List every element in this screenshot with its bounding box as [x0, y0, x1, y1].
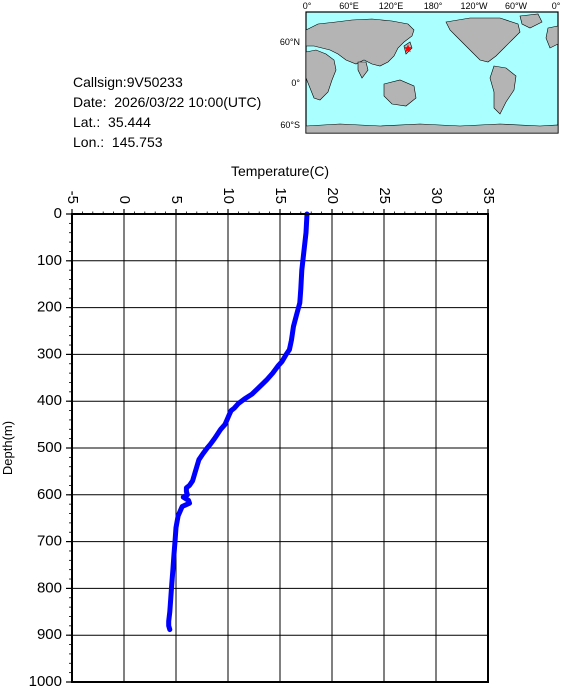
x-tick-labels: -5 0 5 10 15 20 25 30 35	[64, 187, 497, 204]
plot-frame	[71, 213, 489, 683]
longitude-row: Lon.: 145.753	[73, 132, 261, 152]
x-tick-label: 25	[376, 187, 393, 204]
station-star-icon	[403, 44, 413, 53]
callsign-text: Callsign:9V50233	[73, 74, 183, 90]
x-tick-label: 30	[428, 187, 445, 204]
map-lon-label: 0°	[303, 1, 312, 11]
station-info: Callsign:9V50233 Date: 2026/03/22 10:00(…	[73, 72, 261, 152]
station-marker	[403, 44, 413, 53]
y-tick-label: 500	[37, 439, 62, 456]
x-tick-label: 5	[168, 196, 185, 204]
map-lon-label: 60°E	[339, 1, 359, 11]
temperature-profile-line	[166, 211, 310, 633]
land-south-america	[489, 65, 517, 115]
land-india	[357, 61, 369, 79]
y-tick-labels: 0 100 200 300 400 500 600 700 800 900 1000	[29, 205, 62, 690]
lon-label: Lon.:	[73, 134, 105, 150]
chart-grid	[71, 213, 489, 683]
land-north-america	[445, 17, 521, 63]
land-australia	[383, 79, 417, 107]
lat-value: 35.444	[108, 114, 151, 130]
y-axis-label: Depth(m)	[0, 421, 15, 475]
map-lon-label: 120°W	[460, 1, 488, 11]
y-tick-label: 700	[37, 533, 62, 550]
x-tick-label: 10	[220, 187, 237, 204]
y-tick-label: 100	[37, 252, 62, 269]
land-greenland	[519, 13, 543, 29]
map-land	[305, 13, 559, 134]
chart-series	[166, 211, 310, 633]
land-eurasia	[305, 18, 415, 67]
map-lat-label: 60°N	[280, 37, 300, 47]
chart-ticks	[66, 209, 489, 683]
latitude-row: Lat.: 35.444	[73, 112, 261, 132]
x-tick-label: 35	[480, 187, 497, 204]
map-lon-label: 0°	[552, 1, 561, 11]
y-tick-label: 1000	[29, 673, 62, 690]
lon-value: 145.753	[111, 134, 163, 150]
land-africa	[305, 49, 337, 101]
map-lat-label: 60°S	[280, 120, 300, 130]
date-text: Date: 2026/03/22 10:00(UTC)	[73, 94, 262, 110]
y-tick-label: 600	[37, 486, 62, 503]
y-tick-label: 800	[37, 579, 62, 596]
x-axis-label: Temperature(C)	[231, 163, 329, 179]
y-tick-label: 400	[37, 392, 62, 409]
map-lon-label: 180°	[424, 1, 443, 11]
y-tick-label: 300	[37, 345, 62, 362]
lat-label: Lat.:	[73, 114, 101, 130]
world-map: 0° 60°E 120°E 180° 120°W 60°W 0° 60°N 0°…	[280, 1, 561, 134]
map-lon-label: 60°W	[505, 1, 528, 11]
x-tick-label: 0	[116, 196, 133, 204]
y-tick-label: 200	[37, 299, 62, 316]
x-tick-label: -5	[64, 191, 81, 204]
land-antarctica	[305, 123, 559, 134]
y-tick-label: 0	[54, 205, 62, 222]
land-europe-west	[545, 25, 559, 49]
x-tick-label: 15	[272, 187, 289, 204]
map-lat-label: 0°	[291, 78, 300, 88]
x-tick-label: 20	[324, 187, 341, 204]
map-lon-label: 120°E	[379, 1, 404, 11]
y-tick-label: 900	[37, 626, 62, 643]
